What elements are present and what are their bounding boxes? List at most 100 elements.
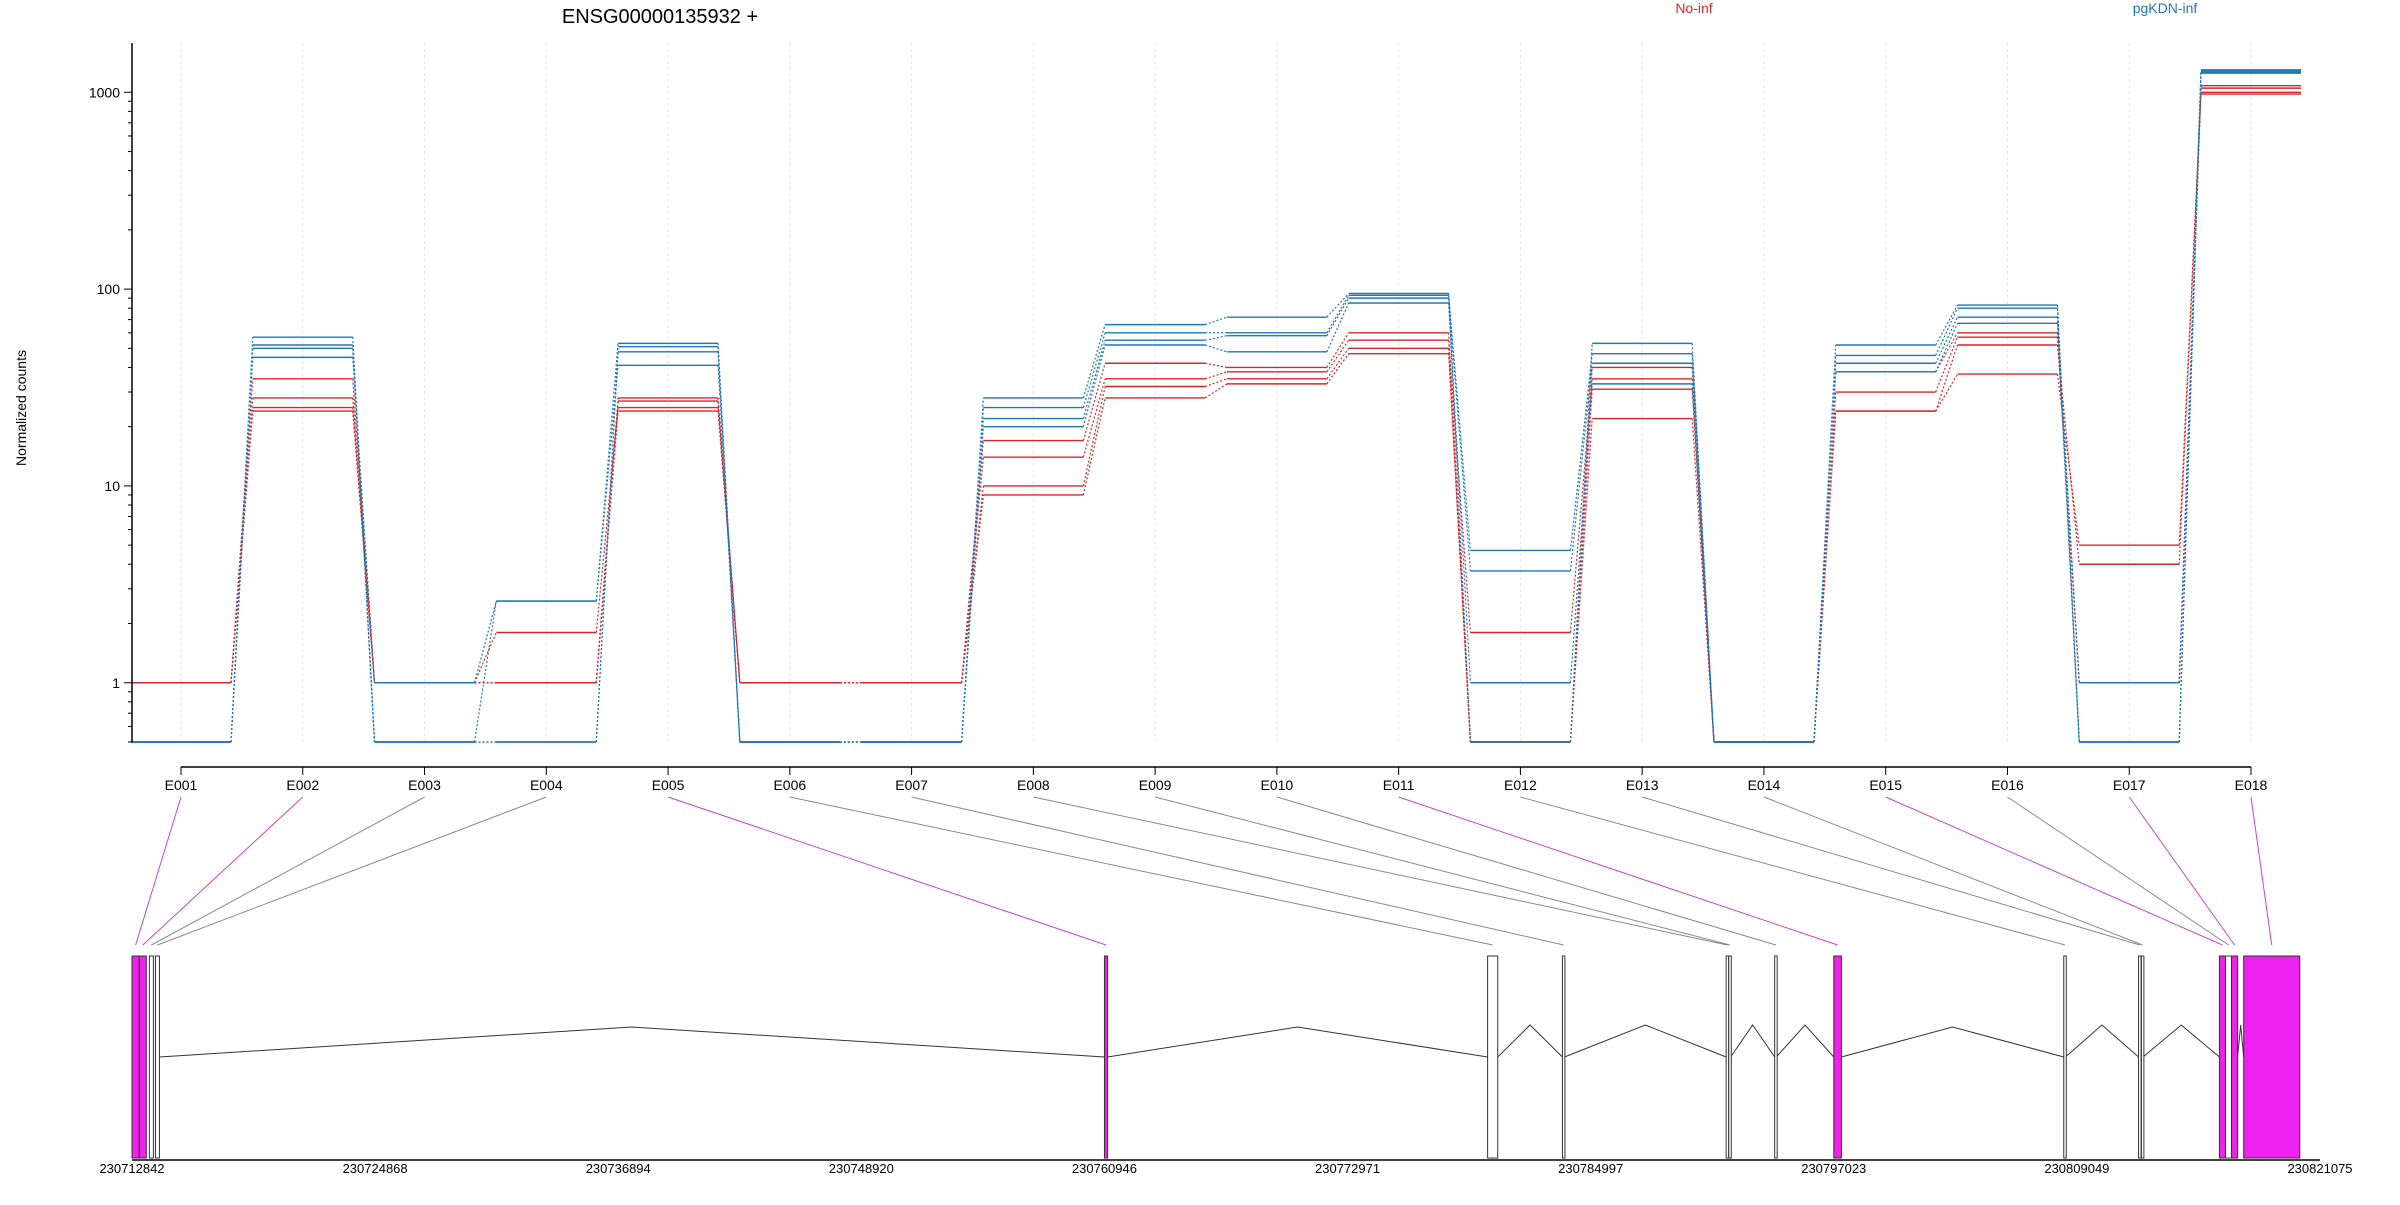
genomic-tick-label: 230712842 [99,1161,164,1176]
series-connector [1935,307,1959,356]
x-tick-label-E017: E017 [2113,777,2146,793]
exon-E002 [138,955,147,1159]
series-connector [1691,343,1715,743]
series-connector [1082,332,1106,408]
series-connector [352,337,376,743]
x-tick-label-E001: E001 [165,777,198,793]
genomic-tick-label: 230797023 [1801,1161,1866,1176]
series-connector [230,378,254,683]
x-tick-label-E010: E010 [1261,777,1294,793]
intron [2142,1024,2220,1058]
exon-connector-E001 [135,796,182,946]
series-connector [1569,363,1593,571]
exon-E017 [2231,955,2239,1159]
series-connector [1448,293,1472,743]
y-tick-label-1000: 1000 [89,84,120,100]
intron [1775,1024,1835,1058]
genomic-tick-label: 230724868 [343,1161,408,1176]
exon-connector-E006 [789,796,1493,946]
intron [1107,1026,1488,1058]
series-connector [1326,295,1350,334]
genomic-tick-label: 230772971 [1315,1161,1380,1176]
series-connector [1082,386,1106,487]
genomic-tick-label: 230784997 [1558,1161,1623,1176]
exon-connector-E017 [2128,796,2235,946]
series-connector [1204,371,1228,380]
series-connector [1935,332,1958,373]
series-connector [1326,293,1350,318]
exon-connector-E005 [667,796,1107,946]
exon-E014 [2140,955,2145,1159]
x-tick-label-E015: E015 [1869,777,1902,793]
series-connector [960,494,984,683]
x-tick-label-E007: E007 [895,777,928,793]
series-connector [1448,302,1472,683]
exon-E009 [1728,955,1732,1159]
x-tick-label-E016: E016 [1991,777,2024,793]
intron [1497,1024,1563,1058]
exon-E016 [2224,955,2233,1159]
exon-E004 [154,955,160,1159]
series-connector [717,343,741,743]
y-tick-label-10: 10 [104,478,120,494]
series-connector [1204,316,1228,326]
intron [2237,1024,2245,1058]
exon-connector-E014 [1763,796,2143,946]
series-connector [1569,343,1593,743]
x-tick-label-E002: E002 [286,777,319,793]
intron [2065,1024,2139,1058]
exon-E008 [1725,955,1730,1159]
series-pgkdn-inf-6 [131,69,2301,743]
intron [1730,1024,1776,1058]
exon-connector-E004 [157,796,547,946]
series-connector [1326,302,1350,353]
exon-E005 [1103,955,1109,1159]
legend-pgkdn-inf: pgKDN-inf [2133,0,2198,16]
series-connector [595,343,619,602]
series-connector [717,365,741,743]
series-connector [1082,340,1106,419]
x-tick-label-E008: E008 [1017,777,1050,793]
exon-E001 [131,955,140,1159]
series-connector [1935,344,1959,412]
series-connector [2178,92,2202,565]
series-connector [1082,378,1106,458]
series-connector [2178,69,2202,743]
series-connector [1448,353,1472,743]
series-pgkdn-inf-7 [131,69,2301,743]
series-no-inf-3 [131,85,2301,743]
exon-E007 [1561,955,1566,1159]
series-connector [230,337,254,743]
series-connector [2056,305,2080,743]
series-connector [2056,374,2080,546]
series-no-inf-2 [131,87,2301,743]
series-connector [1813,344,1837,743]
series-no-inf-0 [131,93,2301,743]
series-connector [1204,383,1228,399]
exon-connector-E007 [911,796,1564,946]
series-connector [1448,295,1472,551]
series-connector [1935,336,1959,393]
intron [1841,1026,2064,1058]
series-connector [1082,397,1106,496]
exon-connector-E018 [2250,796,2273,946]
exon-connector-E013 [1642,796,2140,946]
series-connector [1935,373,1958,412]
exon-E018 [2243,955,2301,1159]
series-connector [1082,363,1106,441]
x-tick-label-E004: E004 [530,777,563,793]
exon-connector-E012 [1520,796,2066,946]
series-connector [473,600,497,743]
series-connector [595,346,619,743]
exon-E003 [148,955,154,1159]
series-connector [2056,317,2080,683]
x-tick-label-E006: E006 [773,777,806,793]
series-connector [1691,353,1715,743]
series-no-inf-1 [131,91,2301,743]
exon-connector-E010 [1276,796,1777,946]
x-tick-label-E012: E012 [1504,777,1537,793]
x-tick-label-E013: E013 [1626,777,1659,793]
legend-no-inf: No-inf [1675,0,1712,16]
x-tick-label-E003: E003 [408,777,441,793]
